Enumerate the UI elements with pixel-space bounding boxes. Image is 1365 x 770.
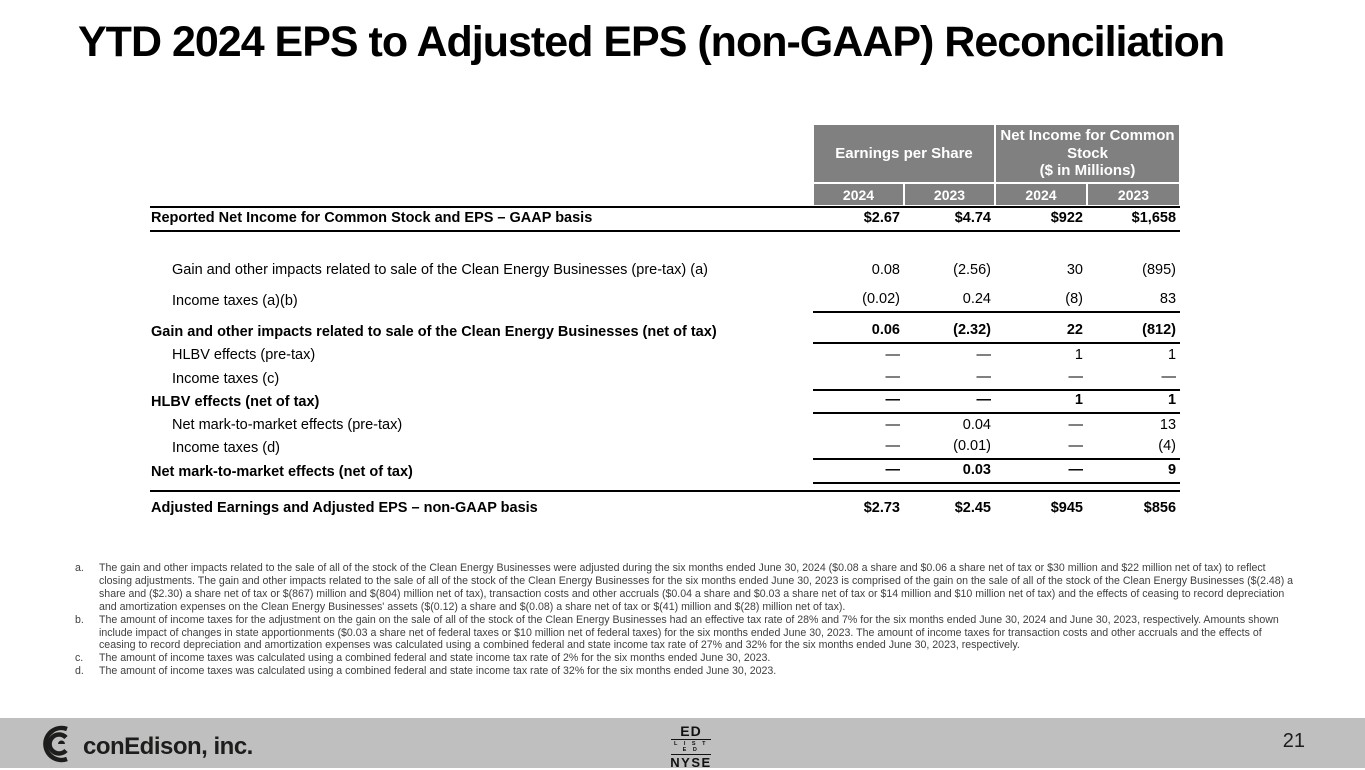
footnote-b: b. The amount of income taxes for the ad…: [75, 614, 1297, 653]
cell-value: 0.03: [904, 460, 995, 485]
cell-value: $1,658: [1087, 206, 1181, 233]
cell-value: 22: [995, 313, 1087, 345]
cell-value: —: [885, 417, 901, 434]
nyse-listed-label: L I S T E D: [671, 739, 711, 755]
footnote-d: d. The amount of income taxes was calcul…: [75, 665, 1297, 678]
footnote-marker: b.: [75, 613, 84, 626]
column-group-eps: Earnings per Share: [813, 124, 995, 184]
cell-value: 1: [995, 391, 1087, 415]
row-label: Income taxes (a)(b): [172, 293, 298, 310]
row-label: Net mark-to-market effects (pre-tax): [172, 417, 403, 434]
table-row: Income taxes (a)(b) (0.02) 0.24 (8) 83: [150, 282, 1181, 314]
cell-value: 30: [1066, 262, 1083, 279]
row-label: Income taxes (d): [172, 440, 280, 457]
table-row: Adjusted Earnings and Adjusted EPS – non…: [150, 490, 1181, 520]
cell-value: (2.56): [953, 262, 991, 279]
cell-value: —: [995, 367, 1087, 392]
table-row: Reported Net Income for Common Stock and…: [150, 206, 1181, 233]
cell-value: $2.73: [813, 490, 904, 520]
footnote-text: The amount of income taxes was calculate…: [99, 665, 777, 678]
year-header: 2023: [1087, 183, 1181, 207]
spacer-row: [150, 232, 1180, 251]
nyse-exchange-label: NYSE: [670, 755, 712, 770]
page-number: 21: [1282, 730, 1305, 752]
page-title: YTD 2024 EPS to Adjusted EPS (non-GAAP) …: [78, 18, 1225, 66]
cell-value: —: [885, 347, 901, 364]
footnote-text: The amount of income taxes was calculate…: [99, 652, 771, 665]
conedison-logo-text: conEdison, inc.: [83, 732, 253, 760]
cell-value: 0.04: [962, 417, 991, 434]
nyse-ticker-symbol: ED: [680, 723, 702, 739]
table-row: Gain and other impacts related to sale o…: [150, 313, 1181, 345]
cell-value: 1: [1074, 347, 1083, 364]
row-label: Reported Net Income for Common Stock and…: [150, 206, 813, 233]
cell-value: 13: [1159, 417, 1177, 434]
cell-value: —: [813, 460, 904, 485]
footnote-marker: c.: [75, 652, 84, 665]
footnote-a: a. The gain and other impacts related to…: [75, 562, 1297, 614]
cell-value: —: [995, 460, 1087, 485]
nyse-listed-badge: ED L I S T E D NYSE: [668, 724, 714, 770]
cell-value: $2.67: [813, 206, 904, 233]
cell-value: (812): [1087, 313, 1181, 345]
table-row: Income taxes (d) — (0.01) — (4): [150, 437, 1181, 461]
cell-value: —: [904, 391, 995, 415]
footnote-marker: a.: [75, 562, 84, 574]
year-header: 2024: [813, 183, 904, 207]
row-label: Gain and other impacts related to sale o…: [172, 262, 708, 279]
cell-value: —: [1087, 367, 1181, 392]
footer-bar: conEdison, inc. ED L I S T E D NYSE 21: [0, 718, 1365, 770]
cell-value: —: [995, 437, 1087, 461]
cell-value: —: [1068, 417, 1084, 434]
footnote-c: c. The amount of income taxes was calcul…: [75, 652, 1297, 665]
table-group-header-row: Earnings per Share Net Income for Common…: [150, 124, 1181, 184]
cell-value: 9: [1087, 460, 1181, 485]
cell-value: (895): [1142, 262, 1177, 279]
footnote-marker: d.: [75, 665, 84, 678]
cell-value: —: [813, 367, 904, 392]
year-header: 2024: [995, 183, 1087, 207]
footnote-text: The gain and other impacts related to th…: [99, 562, 1294, 613]
cell-value: $856: [1087, 490, 1181, 520]
cell-value: (0.01): [904, 437, 995, 461]
conedison-arcs-icon: [25, 724, 77, 769]
conedison-logo: conEdison, inc.: [25, 724, 253, 769]
cell-value: $922: [995, 206, 1087, 233]
cell-value: $945: [995, 490, 1087, 520]
cell-value: 1: [1087, 391, 1181, 415]
row-label: Adjusted Earnings and Adjusted EPS – non…: [150, 490, 813, 520]
table-row: HLBV effects (net of tax) — — 1 1: [150, 391, 1181, 415]
cell-value: 0.24: [904, 282, 995, 314]
cell-value: (4): [1087, 437, 1181, 461]
cell-value: (8): [995, 282, 1087, 314]
cell-value: —: [976, 347, 992, 364]
cell-value: $2.45: [904, 490, 995, 520]
cell-value: —: [813, 391, 904, 415]
row-label: Income taxes (c): [172, 371, 280, 388]
cell-value: (0.02): [813, 282, 904, 314]
row-label: HLBV effects (net of tax): [151, 394, 320, 411]
cell-value: —: [904, 367, 995, 392]
column-group-net-income: Net Income for Common Stock ($ in Millio…: [995, 124, 1181, 184]
cell-value: 1: [1167, 347, 1177, 364]
row-label: Net mark-to-market effects (net of tax): [151, 464, 413, 481]
cell-value: $4.74: [904, 206, 995, 233]
table-row: Income taxes (c) — — — —: [150, 367, 1181, 392]
year-header: 2023: [904, 183, 995, 207]
table-row: Net mark-to-market effects (net of tax) …: [150, 460, 1181, 485]
cell-value: —: [813, 437, 904, 461]
footnote-text: The amount of income taxes for the adjus…: [99, 613, 1279, 652]
cell-value: 83: [1087, 282, 1181, 314]
cell-value: (2.32): [904, 313, 995, 345]
table-row: Net mark-to-market effects (pre-tax) — 0…: [150, 414, 1180, 437]
cell-value: 0.06: [813, 313, 904, 345]
cell-value: 0.08: [871, 262, 900, 279]
table-row: Gain and other impacts related to sale o…: [150, 251, 1180, 282]
table-year-header-row: 2024 2023 2024 2023: [150, 183, 1181, 207]
footnotes: a. The gain and other impacts related to…: [75, 562, 1297, 678]
reconciliation-table: Earnings per Share Net Income for Common…: [150, 124, 1181, 520]
table-row: HLBV effects (pre-tax) — — 1 1: [150, 344, 1180, 367]
row-label: Gain and other impacts related to sale o…: [151, 324, 717, 341]
row-label: HLBV effects (pre-tax): [172, 347, 316, 364]
